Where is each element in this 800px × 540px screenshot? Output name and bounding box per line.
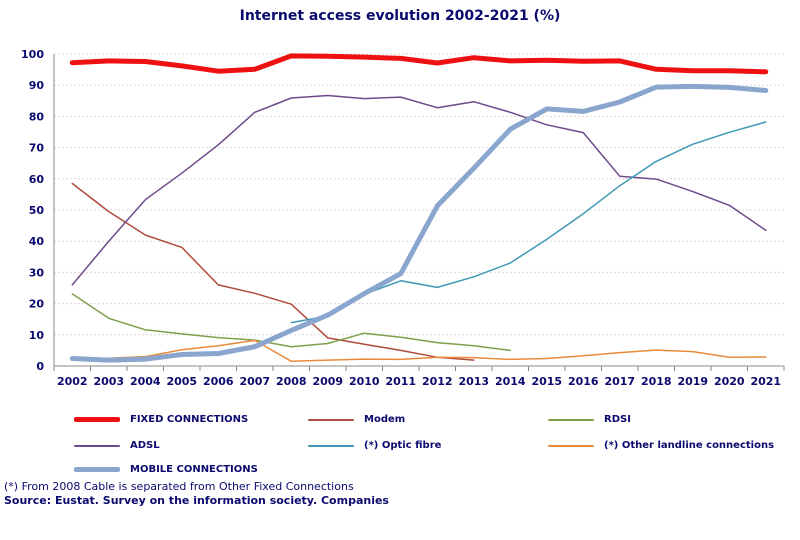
x-tick-label: 2021 [750, 375, 781, 388]
x-tick-label: 2016 [568, 375, 599, 388]
legend-swatch [548, 418, 594, 421]
legend-item: Modem [308, 414, 405, 425]
legend-swatch [308, 418, 354, 421]
y-tick-label: 0 [36, 360, 44, 373]
x-tick-label: 2018 [641, 375, 672, 388]
legend-label: RDSI [604, 414, 631, 425]
legend-label: MOBILE CONNECTIONS [130, 464, 258, 475]
y-tick-label: 90 [29, 79, 45, 92]
series-line-adsl [71, 94, 767, 286]
source-note: Source: Eustat. Survey on the informatio… [4, 494, 389, 507]
y-tick-label: 30 [29, 266, 45, 279]
x-tick-label: 2009 [312, 375, 343, 388]
x-tick-label: 2004 [130, 375, 161, 388]
legend-label: ADSL [130, 440, 160, 451]
legend-swatch [548, 444, 594, 447]
legend-item: FIXED CONNECTIONS [74, 414, 248, 425]
legend-label: (*) Other landline connections [604, 440, 775, 451]
gridlines [54, 53, 784, 336]
x-tick-label: 2008 [276, 375, 307, 388]
x-tick-label: 2017 [604, 375, 635, 388]
x-tick-label: 2003 [93, 375, 124, 388]
legend-item: (*) Other landline connections [548, 440, 774, 451]
legend-item: RDSI [548, 414, 631, 425]
legend-item: (*) Optic fibre [308, 440, 441, 451]
x-tick-label: 2020 [714, 375, 745, 388]
y-tick-label: 40 [29, 235, 45, 248]
series-line-fixed-connections [69, 53, 769, 75]
x-tick-label: 2011 [385, 375, 416, 388]
x-tick-label: 2002 [57, 375, 88, 388]
legend-label: (*) Optic fibre [364, 440, 442, 451]
legend-swatch [308, 444, 354, 447]
series-line-modem [71, 182, 475, 361]
x-tick-label: 2012 [422, 375, 453, 388]
series-line-mobile-connections [69, 83, 769, 363]
chart-title: Internet access evolution 2002-2021 (%) [239, 8, 561, 24]
x-tick-label: 2006 [203, 375, 234, 388]
legend-swatch [74, 444, 120, 447]
y-tick-label: 50 [29, 204, 45, 217]
legend-label: Modem [364, 414, 406, 425]
tick-labels: 0 10 20 30 40 50 60 70 80 90 100 2002 2003 2004 2005 20… [21, 48, 781, 388]
footnote: (*) From 2008 Cable is separated from Ot… [4, 480, 354, 493]
legend-item: ADSL [74, 440, 160, 451]
x-tick-label: 2014 [495, 375, 526, 388]
y-tick-label: 60 [29, 173, 45, 186]
x-tick-label: 2010 [349, 375, 380, 388]
legend-label: FIXED CONNECTIONS [130, 414, 249, 425]
series-line-rdsi [71, 293, 512, 352]
y-tick-label: 10 [29, 329, 45, 342]
legend-swatch [74, 417, 120, 422]
x-tick-label: 2005 [166, 375, 197, 388]
y-tick-label: 80 [29, 110, 45, 123]
y-tick-label: 20 [29, 298, 45, 311]
series-line-other-landline-connections [71, 339, 767, 363]
y-tick-label: 100 [21, 48, 44, 61]
x-tick-label: 2019 [677, 375, 708, 388]
y-tick-label: 70 [29, 142, 45, 155]
x-tick-label: 2015 [531, 375, 562, 388]
line-chart: 0 10 20 30 40 50 60 70 80 90 100 2002 2003 2004 2005 20… [21, 48, 785, 388]
x-tick-label: 2007 [239, 375, 270, 388]
axes [53, 54, 785, 371]
legend-item: MOBILE CONNECTIONS [74, 464, 258, 475]
x-tick-label: 2013 [458, 375, 489, 388]
legend-swatch [74, 467, 120, 472]
series-lines [69, 53, 769, 363]
